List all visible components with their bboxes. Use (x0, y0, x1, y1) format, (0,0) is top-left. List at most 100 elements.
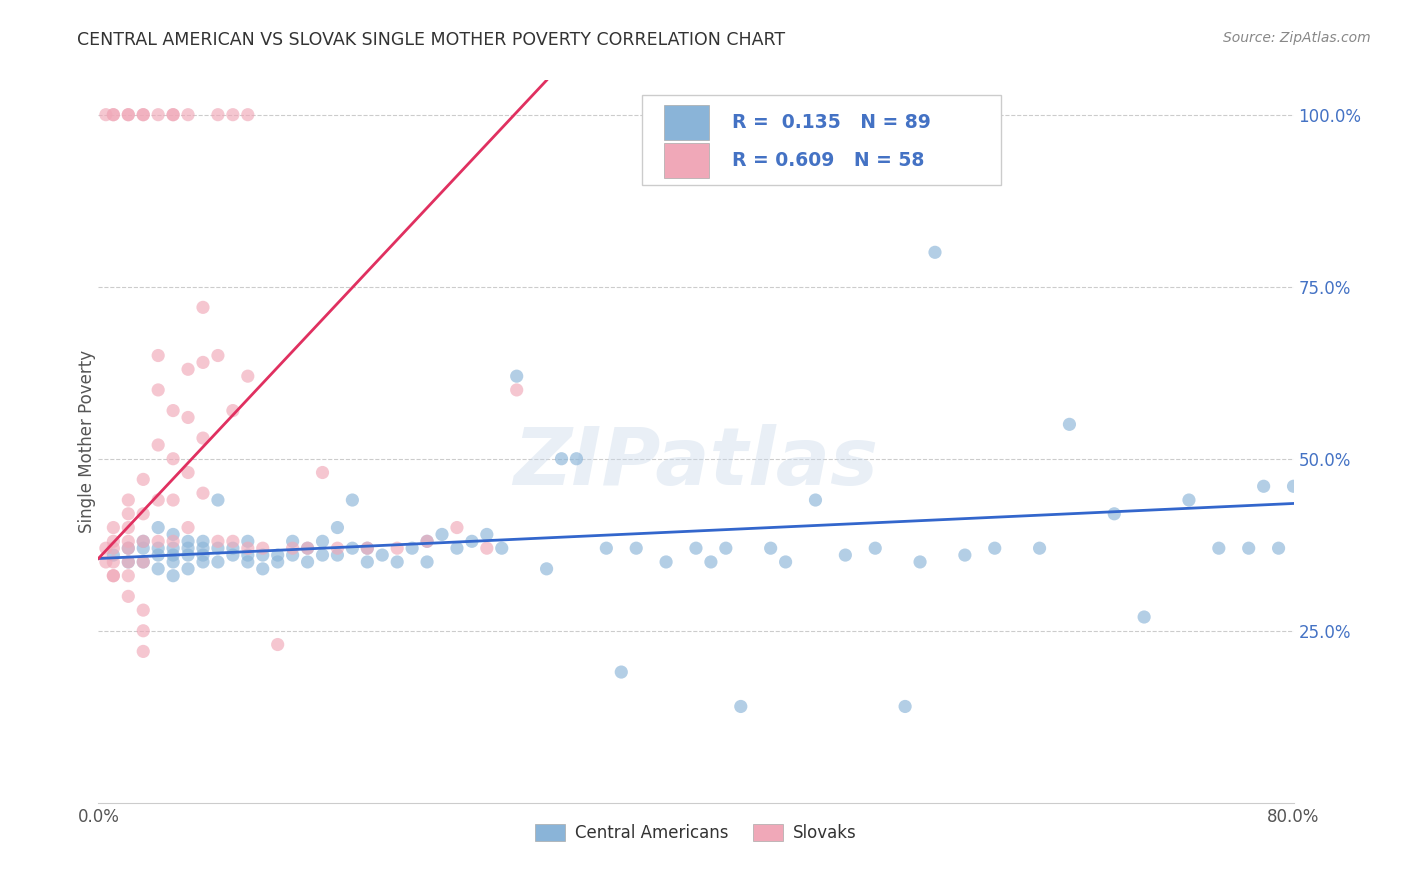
Point (342, 493, 364, 508)
Point (103, 555, 125, 569)
Point (297, 555, 319, 569)
Point (281, 548, 304, 562)
Point (207, 534, 229, 549)
Point (191, 355, 214, 369)
Point (132, 534, 155, 549)
Point (162, 403, 184, 417)
Point (132, 644, 155, 658)
Point (177, 520, 200, 534)
Point (148, 520, 170, 534)
Text: CENTRAL AMERICAN VS SLOVAK SINGLE MOTHER POVERTY CORRELATION CHART: CENTRAL AMERICAN VS SLOVAK SINGLE MOTHER… (77, 31, 786, 49)
Point (610, 665, 633, 679)
Point (117, 590, 139, 604)
Point (236, 108, 259, 122)
Point (1133, 610, 1156, 624)
Point (148, 108, 170, 122)
Point (117, 520, 139, 534)
Point (132, 472, 155, 486)
Point (148, 541, 170, 556)
Point (222, 541, 245, 556)
Point (191, 534, 214, 549)
Point (1178, 493, 1201, 508)
Point (103, 568, 125, 582)
Point (281, 534, 304, 549)
Point (506, 369, 529, 384)
Point (117, 108, 139, 122)
Point (385, 541, 409, 556)
Point (984, 541, 1007, 556)
Point (416, 555, 439, 569)
Point (236, 548, 259, 562)
Point (326, 541, 349, 556)
Point (207, 108, 229, 122)
Point (297, 541, 319, 556)
FancyBboxPatch shape (643, 95, 1001, 185)
Point (252, 541, 274, 556)
Point (1104, 507, 1126, 521)
Point (132, 108, 155, 122)
Point (148, 534, 170, 549)
Point (506, 383, 529, 397)
Point (1282, 479, 1305, 493)
Point (222, 548, 245, 562)
Point (953, 548, 976, 562)
Point (342, 541, 364, 556)
Y-axis label: Single Mother Poverty: Single Mother Poverty (79, 350, 96, 533)
Legend: Central Americans, Slovaks: Central Americans, Slovaks (529, 817, 863, 848)
Point (117, 108, 139, 122)
Point (162, 541, 184, 556)
Point (775, 555, 797, 569)
Point (730, 699, 752, 714)
Point (401, 541, 423, 556)
Point (371, 548, 394, 562)
Point (804, 493, 827, 508)
Point (191, 541, 214, 556)
Point (1237, 541, 1260, 556)
Point (148, 383, 170, 397)
Point (759, 541, 782, 556)
Point (117, 541, 139, 556)
Point (311, 534, 333, 549)
Point (1208, 541, 1230, 556)
Point (103, 520, 125, 534)
Point (191, 301, 214, 315)
Point (281, 541, 304, 556)
Point (132, 507, 155, 521)
Point (117, 493, 139, 508)
Point (865, 541, 887, 556)
FancyBboxPatch shape (664, 105, 709, 139)
Point (177, 108, 200, 122)
Point (177, 562, 200, 576)
Point (1028, 541, 1050, 556)
Point (595, 541, 617, 556)
Point (236, 534, 259, 549)
Point (236, 555, 259, 569)
Point (177, 534, 200, 549)
Point (550, 451, 572, 466)
Point (297, 541, 319, 556)
Point (416, 534, 439, 549)
Point (385, 555, 409, 569)
Point (1059, 417, 1081, 432)
Point (536, 562, 558, 576)
Text: R =  0.135   N = 89: R = 0.135 N = 89 (733, 112, 931, 132)
Point (191, 548, 214, 562)
Point (148, 493, 170, 508)
Point (356, 541, 378, 556)
Point (132, 555, 155, 569)
Point (177, 541, 200, 556)
Point (103, 108, 125, 122)
Point (356, 555, 378, 569)
Text: Source: ZipAtlas.com: Source: ZipAtlas.com (1223, 31, 1371, 45)
Point (475, 527, 498, 541)
Text: ZIPatlas: ZIPatlas (513, 425, 879, 502)
Point (222, 108, 245, 122)
Point (94, 541, 117, 556)
Point (132, 541, 155, 556)
Point (103, 108, 125, 122)
Point (191, 555, 214, 569)
Point (162, 534, 184, 549)
Point (207, 349, 229, 363)
Point (117, 507, 139, 521)
Point (103, 568, 125, 582)
